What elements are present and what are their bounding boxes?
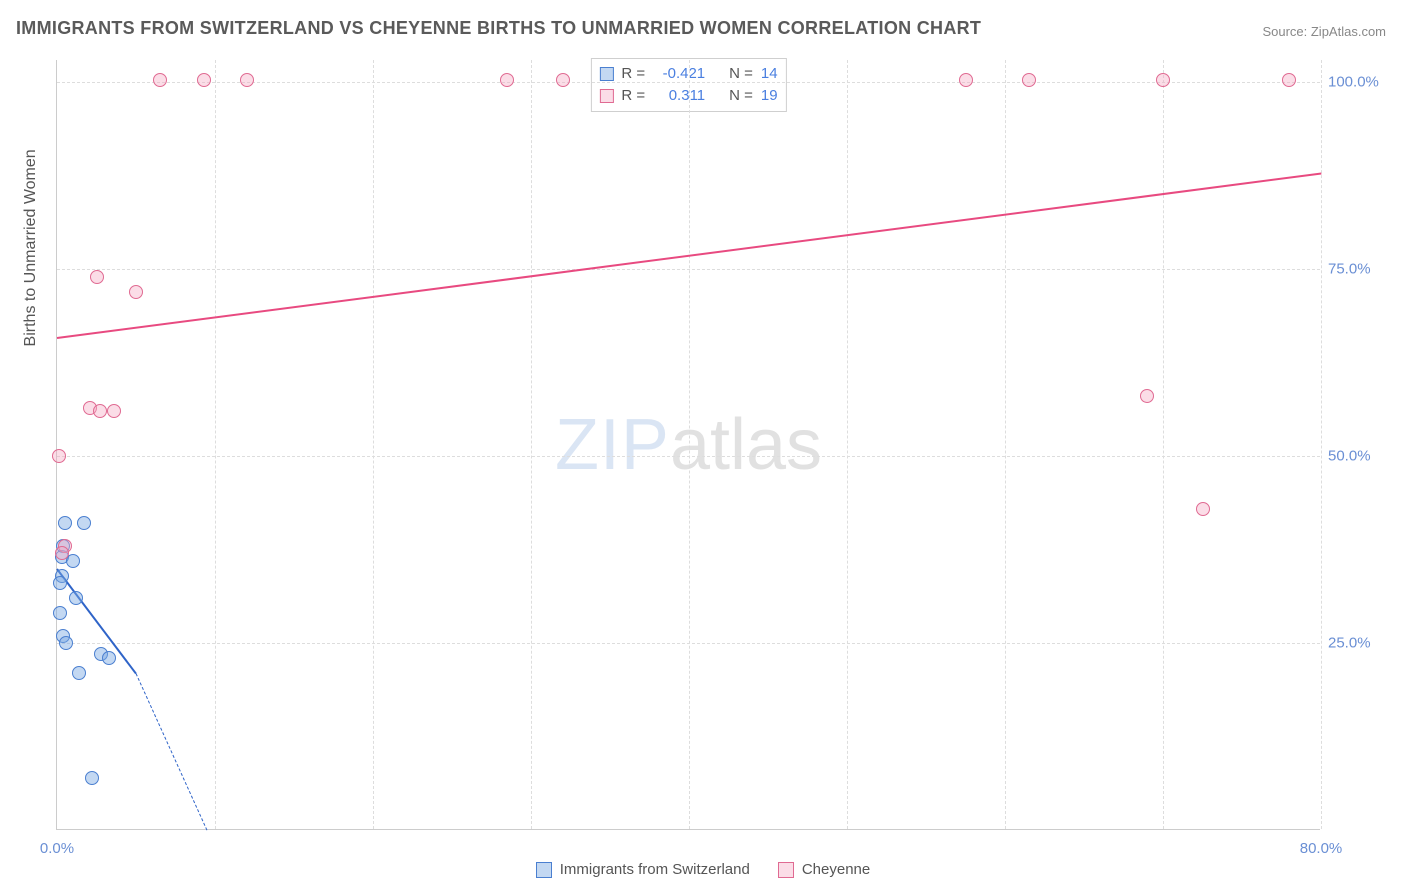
data-point-switzerland xyxy=(102,651,116,665)
data-point-cheyenne xyxy=(1140,389,1154,403)
data-point-cheyenne xyxy=(93,404,107,418)
legend-item: Immigrants from Switzerland xyxy=(536,861,750,878)
data-point-cheyenne xyxy=(959,73,973,87)
legend-item: Cheyenne xyxy=(778,861,870,878)
legend-label: Cheyenne xyxy=(802,861,870,878)
data-point-cheyenne xyxy=(52,449,66,463)
chart-title: IMMIGRANTS FROM SWITZERLAND VS CHEYENNE … xyxy=(16,18,981,39)
data-point-cheyenne xyxy=(107,404,121,418)
data-point-cheyenne xyxy=(556,73,570,87)
x-tick-label: 80.0% xyxy=(1300,840,1343,857)
legend-swatch xyxy=(536,862,552,878)
gridline-v xyxy=(847,60,848,829)
data-point-switzerland xyxy=(59,636,73,650)
y-tick-label: 100.0% xyxy=(1328,74,1388,91)
data-point-switzerland xyxy=(58,516,72,530)
watermark-atlas: atlas xyxy=(670,405,822,485)
gridline-v xyxy=(215,60,216,829)
stats-swatch xyxy=(599,89,613,103)
data-point-cheyenne xyxy=(1282,73,1296,87)
data-point-switzerland xyxy=(72,666,86,680)
y-tick-label: 50.0% xyxy=(1328,448,1388,465)
y-tick-label: 75.0% xyxy=(1328,261,1388,278)
data-point-cheyenne xyxy=(90,270,104,284)
legend-swatch xyxy=(778,862,794,878)
x-tick-label: 0.0% xyxy=(40,840,74,857)
legend: Immigrants from Switzerland Cheyenne xyxy=(0,861,1406,878)
gridline-v xyxy=(531,60,532,829)
stats-n-label: N = xyxy=(729,85,753,107)
stats-n-value: 19 xyxy=(761,85,778,107)
data-point-switzerland xyxy=(85,771,99,785)
gridline-v xyxy=(689,60,690,829)
data-point-cheyenne xyxy=(500,73,514,87)
plot-area: ZIPatlas R =-0.421N =14R = 0.311N =19 25… xyxy=(56,60,1320,830)
data-point-cheyenne xyxy=(1022,73,1036,87)
data-point-cheyenne xyxy=(197,73,211,87)
gridline-v xyxy=(1005,60,1006,829)
y-tick-label: 25.0% xyxy=(1328,635,1388,652)
data-point-cheyenne xyxy=(1196,502,1210,516)
data-point-cheyenne xyxy=(1156,73,1170,87)
data-point-cheyenne xyxy=(153,73,167,87)
legend-label: Immigrants from Switzerland xyxy=(560,861,750,878)
gridline-v xyxy=(1163,60,1164,829)
watermark-zip: ZIP xyxy=(555,405,670,485)
data-point-cheyenne xyxy=(55,546,69,560)
data-point-switzerland xyxy=(69,591,83,605)
stats-swatch xyxy=(599,67,613,81)
data-point-switzerland xyxy=(53,606,67,620)
data-point-cheyenne xyxy=(129,285,143,299)
y-axis-label: Births to Unmarried Women xyxy=(22,149,40,346)
stats-r-label: R = xyxy=(621,85,645,107)
trend-line-dashed xyxy=(136,673,208,830)
data-point-switzerland xyxy=(77,516,91,530)
data-point-switzerland xyxy=(53,576,67,590)
gridline-v xyxy=(1321,60,1322,829)
gridline-v xyxy=(373,60,374,829)
source-label: Source: ZipAtlas.com xyxy=(1262,24,1386,39)
stats-r-value: 0.311 xyxy=(653,85,705,107)
data-point-cheyenne xyxy=(240,73,254,87)
